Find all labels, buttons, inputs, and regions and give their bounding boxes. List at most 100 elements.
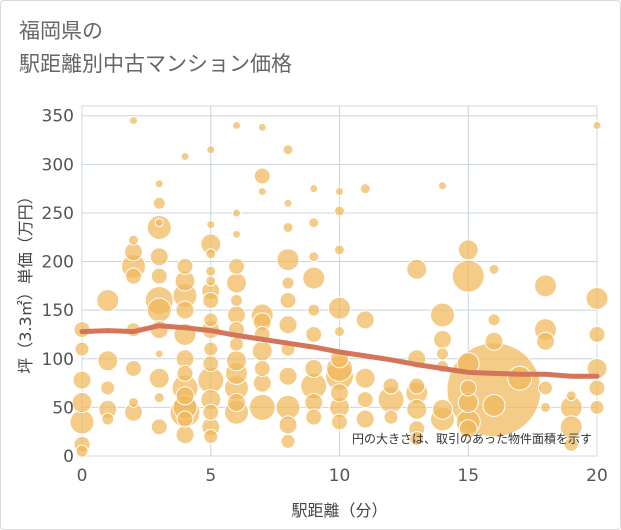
bubble-point [334,326,345,338]
x-tick-label: 15 [457,466,479,486]
bubble-point [100,380,116,396]
bubble-point [482,393,506,417]
y-tick-label: 0 [63,447,74,467]
bubble-point [283,198,293,208]
bubble-point [592,120,602,130]
bubble-point [383,409,399,425]
bubble-point [457,239,479,261]
bubble-point [308,251,320,263]
bubble-point [205,275,217,287]
bubble-point [308,217,320,229]
x-tick-label: 0 [77,466,88,486]
bubble-point [202,403,220,421]
bubble-point [330,383,349,403]
bubble-point [230,293,243,307]
bubble-point [97,350,119,372]
bubble-point [588,379,606,397]
x-tick-label: 10 [329,466,351,486]
bubble-point [488,263,500,275]
bubble-point [281,276,295,290]
bubble-point [149,247,169,267]
bubble-point [279,291,297,309]
bubble-point [536,331,555,351]
bubble-point [356,391,374,409]
bubble-point [331,413,348,431]
bubble-point [438,181,447,191]
bubble-point [154,349,164,359]
bubble-point [451,259,485,293]
bubble-point [232,120,241,130]
bubble-point [128,234,139,246]
bubble-point [129,116,138,126]
bubble-point [507,365,533,391]
bubble-point [101,412,115,426]
bubble-point [307,303,321,317]
bubble-point [228,257,245,275]
axis-ticks: 0 50 100 150 200 250 300 350 0 5 10 15 20 [42,107,608,486]
bubble-point [334,244,345,256]
bubble-point [355,409,375,429]
bubble-point [487,313,501,327]
x-tick-label: 20 [586,466,608,486]
bubble-point [282,222,294,234]
bubble-point [72,370,92,390]
bubble-point [152,196,166,210]
bubble-point [257,122,267,132]
chart-title-line2: 駅距離別中古マンション価格 [19,52,292,76]
bubble-point [334,205,345,217]
bubble-point [146,215,172,241]
bubble-point [309,184,319,194]
bubble-point [180,152,190,162]
bubble-point [227,393,246,413]
bubble-point [150,418,168,436]
bubble-point [588,325,606,343]
bubble-point [278,315,298,335]
bubble-point [176,364,194,382]
bubble-point [540,401,551,413]
bubble-point [148,367,170,389]
bubble-point [257,187,267,197]
bubble-point [433,329,452,349]
bubble-point [205,265,217,277]
bubble-layer [69,116,609,458]
bubble-point [589,399,605,415]
bubble-point [538,380,553,396]
bubble-point [305,325,323,343]
bubble-point [278,366,298,386]
bubble-point [430,302,455,328]
x-axis-title: 駅距離（分） [291,501,387,520]
bubble-point [206,220,216,230]
bubble-point [226,272,247,294]
trend-layer [79,323,600,379]
bubble-point [175,425,195,445]
chart-title: 福岡県の 駅距離別中古マンション価格 [19,15,292,81]
y-tick-label: 100 [42,350,74,370]
bubble-point [251,340,273,362]
bubble-point [563,436,579,452]
bubble-point [282,144,294,156]
bubble-point [226,350,247,372]
bubble-point [146,297,172,323]
bubble-point [71,392,93,414]
bubble-point [302,266,326,290]
bubble-point [406,398,428,420]
bubble-point [202,355,220,373]
bubble-point [459,379,477,397]
bubble-point [203,341,219,357]
bubble-point [176,257,194,275]
y-axis-title: 坪（3.3㎡）単価（万円） [16,188,35,373]
bubble-point [202,291,220,309]
y-tick-label: 150 [42,301,74,321]
bubble-point [150,267,168,285]
bubble-point [335,187,344,197]
bubble-point [354,367,376,389]
y-tick-label: 350 [42,107,74,127]
bubble-point [232,208,241,218]
bubble-point [154,218,164,228]
bubble-point [175,386,195,406]
bubble-point [206,145,216,155]
bubble-point [328,296,351,320]
size-note: 円の大きさは、取引のあった物件面積を示す [352,431,592,446]
bubble-point [128,397,139,409]
